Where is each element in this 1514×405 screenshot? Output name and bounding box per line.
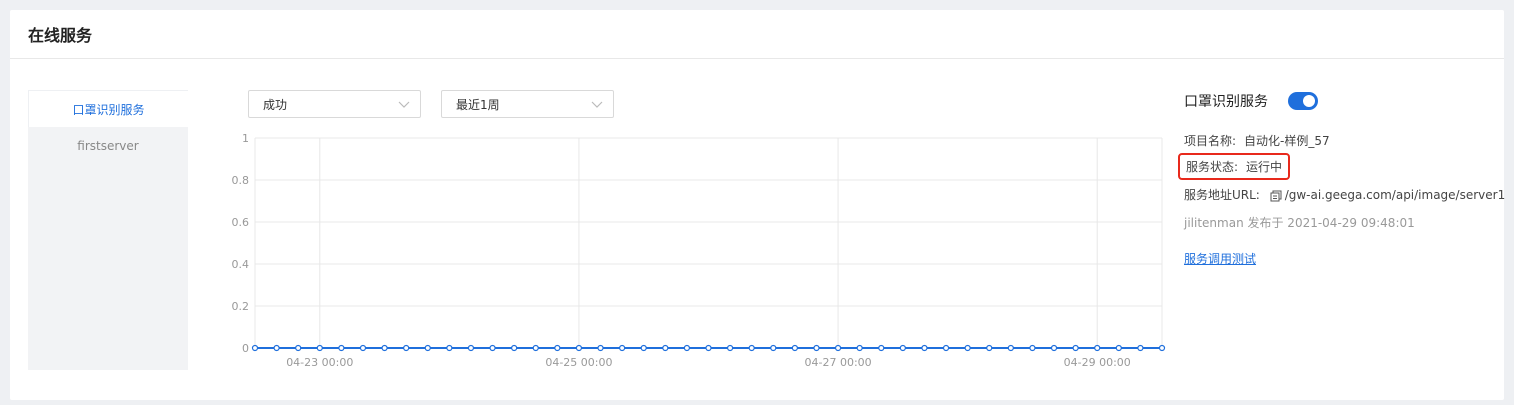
data-point (424, 344, 431, 352)
range-select[interactable]: 最近1周 (441, 90, 614, 118)
data-point (1050, 344, 1058, 352)
data-point (1029, 344, 1036, 352)
data-point (662, 344, 669, 352)
y-tick-label: 0.8 (232, 174, 250, 187)
data-point (813, 344, 820, 352)
online-service-card: 在线服务 口罩识别服务 firstserver 成功 最近1周 1 0.8 0.6 0… (10, 10, 1505, 400)
y-tick-label: 0 (242, 342, 249, 355)
data-point (381, 344, 388, 352)
data-point (619, 344, 626, 352)
data-point (726, 344, 734, 352)
status-value: 运行中 (1246, 160, 1283, 174)
data-point (554, 344, 561, 352)
data-point (1115, 344, 1122, 352)
data-point (489, 344, 496, 352)
service-list-item-firstserver[interactable]: firstserver (77, 138, 139, 153)
x-tick-label: 04-27 00:00 (804, 356, 871, 369)
data-point (1158, 344, 1166, 352)
y-tick-label: 0.2 (232, 300, 250, 313)
project-row: 项目名称: 自动化-样例_57 (1184, 132, 1330, 149)
data-point (359, 344, 367, 352)
data-point (273, 344, 280, 352)
status-select-value: 成功 (263, 97, 288, 112)
data-point (403, 344, 410, 352)
chevron-down-icon (398, 101, 410, 108)
data-point (986, 344, 993, 352)
data-point (878, 344, 885, 352)
publisher-info: jilitenman 发布于 2021-04-29 09:48:01 (1184, 216, 1415, 230)
data-point (532, 344, 539, 352)
page-title: 在线服务 (28, 26, 93, 45)
service-test-link[interactable]: 服务调用测试 (1184, 252, 1257, 266)
data-point (1137, 344, 1144, 352)
data-point (791, 344, 798, 352)
data-point (1094, 344, 1101, 352)
x-tick-label: 04-23 00:00 (286, 356, 353, 369)
data-point (683, 344, 691, 352)
data-point (705, 344, 712, 352)
data-point (338, 344, 345, 352)
data-point (1007, 344, 1014, 352)
data-point (316, 344, 323, 352)
service-info-panel: 口罩识别服务 项目名称: 自动化-样例_57 服务状态: 运行中 服务地址URL: … (1178, 90, 1505, 266)
status-row: 服务状态: 运行中 (1178, 153, 1291, 180)
y-tick-label: 1 (242, 132, 249, 145)
data-point (251, 344, 259, 352)
data-point (467, 344, 475, 352)
service-list: 口罩识别服务 firstserver (28, 90, 188, 370)
data-point (921, 344, 928, 352)
data-point (964, 344, 971, 352)
card-header: 在线服务 (10, 10, 1504, 59)
url-value: /gw-ai.geega.com/api/image/server1 (1284, 188, 1506, 202)
data-point (834, 344, 842, 352)
copy-icon[interactable] (1270, 190, 1282, 202)
success-line-chart: 1 0.8 0.6 0.4 0.2 0 04-23 00:00 04-25 00:00 04-2… (232, 132, 1166, 369)
data-point (511, 344, 518, 352)
range-select-value: 最近1周 (456, 97, 500, 112)
y-tick-label: 0.6 (232, 216, 250, 229)
url-label: 服务地址URL: (1184, 188, 1260, 202)
data-point (899, 344, 906, 352)
status-label: 服务状态: (1186, 160, 1239, 174)
service-list-item-mask[interactable]: 口罩识别服务 (28, 90, 188, 127)
service-enable-toggle[interactable] (1288, 92, 1318, 110)
data-point (1072, 344, 1079, 352)
toggle-knob (1303, 95, 1315, 107)
data-point (770, 344, 777, 352)
data-point (575, 344, 583, 352)
url-row: 服务地址URL: /gw-ai.geega.com/api/image/serv… (1184, 186, 1505, 203)
data-point (640, 344, 647, 352)
x-tick-label: 04-29 00:00 (1064, 356, 1131, 369)
data-point (748, 344, 755, 352)
status-select[interactable]: 成功 (248, 90, 421, 118)
data-point (446, 344, 453, 352)
chevron-down-icon (591, 101, 603, 108)
data-point (597, 344, 604, 352)
project-label: 项目名称: (1184, 134, 1237, 148)
y-tick-label: 0.4 (232, 258, 250, 271)
data-point (295, 344, 302, 352)
data-point (942, 344, 950, 352)
x-tick-label: 04-25 00:00 (545, 356, 612, 369)
project-value: 自动化-样例_57 (1244, 134, 1330, 148)
service-name: 口罩识别服务 (1184, 94, 1268, 110)
data-point (856, 344, 863, 352)
